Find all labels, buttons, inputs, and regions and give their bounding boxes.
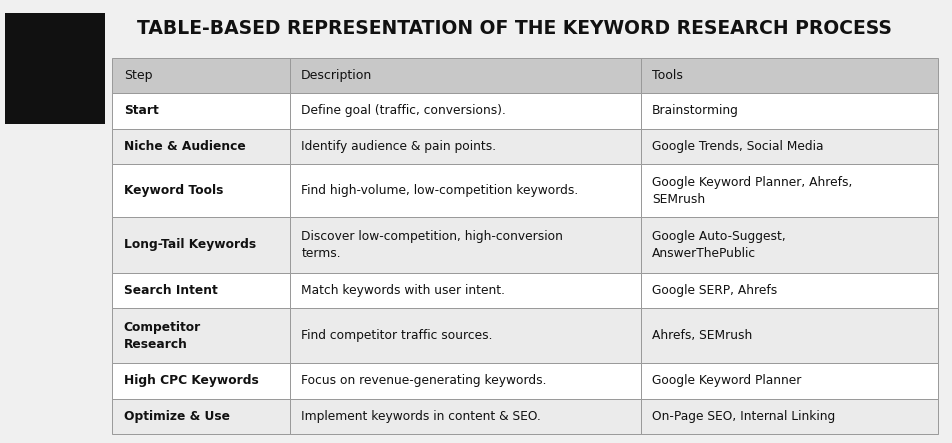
Text: $: $	[50, 86, 60, 100]
Text: Long-Tail Keywords: Long-Tail Keywords	[124, 238, 256, 252]
Bar	[112, 308, 289, 363]
Bar	[641, 399, 938, 434]
Bar	[641, 308, 938, 363]
Text: Keyword Tools: Keyword Tools	[124, 184, 223, 197]
Bar	[289, 93, 641, 128]
Bar	[112, 164, 289, 218]
Bar	[289, 399, 641, 434]
Text: Brainstorming: Brainstorming	[652, 105, 739, 117]
Text: Identify audience & pain points.: Identify audience & pain points.	[301, 140, 496, 153]
Text: Discover low-competition, high-conversion
terms.: Discover low-competition, high-conversio…	[301, 230, 563, 260]
Text: Google Trends, Social Media: Google Trends, Social Media	[652, 140, 823, 153]
Bar	[289, 58, 641, 93]
Text: Ahrefs, SEMrush: Ahrefs, SEMrush	[652, 329, 752, 342]
Text: Match keywords with user intent.: Match keywords with user intent.	[301, 284, 506, 297]
Text: Optimize & Use: Optimize & Use	[124, 410, 229, 423]
Text: Description: Description	[301, 69, 372, 82]
Text: Focus on revenue-generating keywords.: Focus on revenue-generating keywords.	[301, 374, 546, 387]
Bar	[12, 69, 27, 122]
Text: TABLE-BASED REPRESENTATION OF THE KEYWORD RESEARCH PROCESS: TABLE-BASED REPRESENTATION OF THE KEYWOR…	[137, 19, 891, 38]
Text: Google Keyword Planner, Ahrefs,
SEMrush: Google Keyword Planner, Ahrefs, SEMrush	[652, 176, 852, 206]
Text: Step: Step	[124, 69, 152, 82]
Bar	[112, 272, 289, 308]
Text: Start: Start	[124, 105, 159, 117]
Bar	[112, 93, 289, 128]
Text: Find competitor traffic sources.: Find competitor traffic sources.	[301, 329, 493, 342]
Text: Search Intent: Search Intent	[124, 284, 217, 297]
Bar	[289, 308, 641, 363]
Bar	[641, 58, 938, 93]
Text: Google SERP, Ahrefs: Google SERP, Ahrefs	[652, 284, 777, 297]
Bar	[289, 218, 641, 272]
Bar	[289, 363, 641, 399]
Text: Niche & Audience: Niche & Audience	[124, 140, 246, 153]
Text: Competitor
Research: Competitor Research	[124, 321, 201, 350]
Bar	[112, 363, 289, 399]
Text: Define goal (traffic, conversions).: Define goal (traffic, conversions).	[301, 105, 506, 117]
Bar	[641, 363, 938, 399]
Bar	[112, 399, 289, 434]
Bar	[641, 218, 938, 272]
Bar	[289, 164, 641, 218]
Bar	[641, 128, 938, 164]
Polygon shape	[12, 13, 97, 74]
Text: On-Page SEO, Internal Linking: On-Page SEO, Internal Linking	[652, 410, 835, 423]
Bar	[641, 93, 938, 128]
Bar	[112, 128, 289, 164]
Text: WL: WL	[48, 51, 62, 60]
Bar	[112, 218, 289, 272]
Text: Google Auto-Suggest,
AnswerThePublic: Google Auto-Suggest, AnswerThePublic	[652, 230, 785, 260]
Text: Find high-volume, low-competition keywords.: Find high-volume, low-competition keywor…	[301, 184, 579, 197]
Bar	[641, 272, 938, 308]
Bar	[112, 58, 289, 93]
Text: High CPC Keywords: High CPC Keywords	[124, 374, 259, 387]
Bar	[289, 272, 641, 308]
Bar	[641, 164, 938, 218]
Text: Google Keyword Planner: Google Keyword Planner	[652, 374, 802, 387]
Text: Implement keywords in content & SEO.: Implement keywords in content & SEO.	[301, 410, 541, 423]
Bar	[83, 69, 97, 122]
Text: Tools: Tools	[652, 69, 683, 82]
Bar	[289, 128, 641, 164]
